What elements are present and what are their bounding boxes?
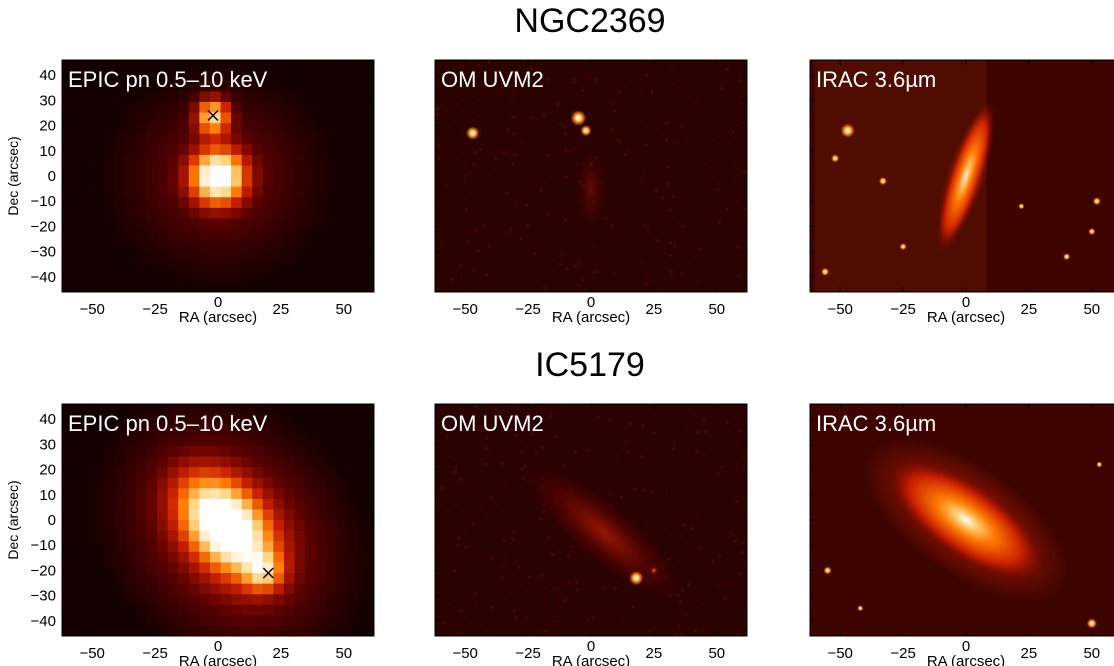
x-tick-label: 50: [708, 301, 725, 318]
y-tick-label: −10: [31, 537, 56, 554]
y-tick-label: 0: [48, 512, 56, 529]
y-axis-label: Dec (arcsec): [5, 136, 21, 215]
panel-label: IRAC 3.6µm: [816, 411, 936, 436]
x-tick-label: −50: [79, 645, 104, 662]
y-tick-label: −40: [31, 613, 56, 630]
y-tick-label: −10: [31, 193, 56, 210]
panel-r1-c3: IRAC 3.6µm −50 −25 0 25 50 RA (arcsec): [809, 59, 1114, 326]
y-tick-label: 30: [39, 92, 56, 109]
x-tick-label: 50: [335, 645, 352, 662]
x-tick-label: 0: [214, 294, 222, 311]
x-tick-label: −25: [890, 301, 915, 318]
x-tick-label: 25: [273, 645, 290, 662]
x-tick-label: −50: [827, 301, 852, 318]
x-tick-label: 50: [708, 645, 725, 662]
panel-label: EPIC pn 0.5–10 keV: [68, 411, 268, 436]
x-tick-label: 50: [1083, 645, 1100, 662]
panel-r1-c1: EPIC pn 0.5–10 keV −50 −25 0 25 50 RA (arcsec)…: [5, 59, 375, 326]
x-tick-label: 25: [1021, 645, 1038, 662]
row2-title: IC5179: [535, 346, 645, 384]
y-tick-label: 10: [39, 143, 56, 160]
y-tick-label: −40: [31, 269, 56, 286]
panel-image: [435, 60, 747, 292]
y-tick-label: −30: [31, 588, 56, 605]
x-axis-label: RA (arcsec): [179, 309, 257, 326]
x-tick-label: −25: [515, 301, 540, 318]
x-tick-label: 0: [587, 638, 595, 655]
panel-image: [62, 404, 374, 636]
panel-image: [435, 404, 747, 636]
x-axis-label: RA (arcsec): [927, 309, 1005, 326]
x-axis-label: RA (arcsec): [927, 653, 1005, 666]
y-tick-label: 30: [39, 436, 56, 453]
panel-label: IRAC 3.6µm: [816, 67, 936, 92]
x-tick-label: 25: [1021, 301, 1038, 318]
x-tick-label: 0: [962, 294, 970, 311]
x-tick-label: 0: [214, 638, 222, 655]
panel-r2-c3: IRAC 3.6µm −50 −25 0 25 50 RA (arcsec): [809, 403, 1114, 666]
x-tick-label: 0: [587, 294, 595, 311]
x-tick-label: −25: [142, 301, 167, 318]
x-tick-label: −50: [827, 645, 852, 662]
y-tick-label: −20: [31, 562, 56, 579]
panel-r2-c2: OM UVM2 −50 −25 0 25 50 RA (arcsec): [434, 403, 748, 666]
y-tick-label: 40: [39, 67, 56, 84]
row1-title: NGC2369: [514, 2, 666, 40]
x-tick-label: −25: [890, 645, 915, 662]
panel-r2-c1: EPIC pn 0.5–10 keV −50 −25 0 25 50 RA (arcsec)…: [5, 403, 375, 666]
x-tick-label: 25: [646, 645, 663, 662]
y-tick-label: −20: [31, 218, 56, 235]
x-tick-label: −50: [452, 301, 477, 318]
x-axis-label: RA (arcsec): [552, 309, 630, 326]
x-tick-label: 50: [1083, 301, 1100, 318]
panel-image: [810, 60, 1114, 292]
y-tick-label: 0: [48, 168, 56, 185]
x-tick-label: 25: [646, 301, 663, 318]
x-tick-label: −50: [79, 301, 104, 318]
panel-label: OM UVM2: [441, 411, 544, 436]
x-tick-label: −25: [515, 645, 540, 662]
x-axis-label: RA (arcsec): [179, 653, 257, 666]
panel-label: OM UVM2: [441, 67, 544, 92]
panel-r1-c2: OM UVM2 −50 −25 0 25 50 RA (arcsec): [434, 59, 748, 326]
panel-image: [810, 404, 1114, 636]
y-tick-label: 20: [39, 118, 56, 135]
x-tick-label: −25: [142, 645, 167, 662]
y-tick-label: −30: [31, 244, 56, 261]
y-tick-label: 10: [39, 487, 56, 504]
y-tick-label: 20: [39, 462, 56, 479]
x-axis-label: RA (arcsec): [552, 653, 630, 666]
panel-label: EPIC pn 0.5–10 keV: [68, 67, 268, 92]
panel-image: [62, 60, 374, 292]
x-tick-label: 0: [962, 638, 970, 655]
source-marker: [262, 567, 274, 579]
y-axis-label: Dec (arcsec): [5, 480, 21, 559]
x-tick-label: 50: [335, 301, 352, 318]
x-tick-label: −50: [452, 645, 477, 662]
x-tick-label: 25: [273, 301, 290, 318]
source-marker: [207, 109, 219, 121]
y-tick-label: 40: [39, 411, 56, 428]
